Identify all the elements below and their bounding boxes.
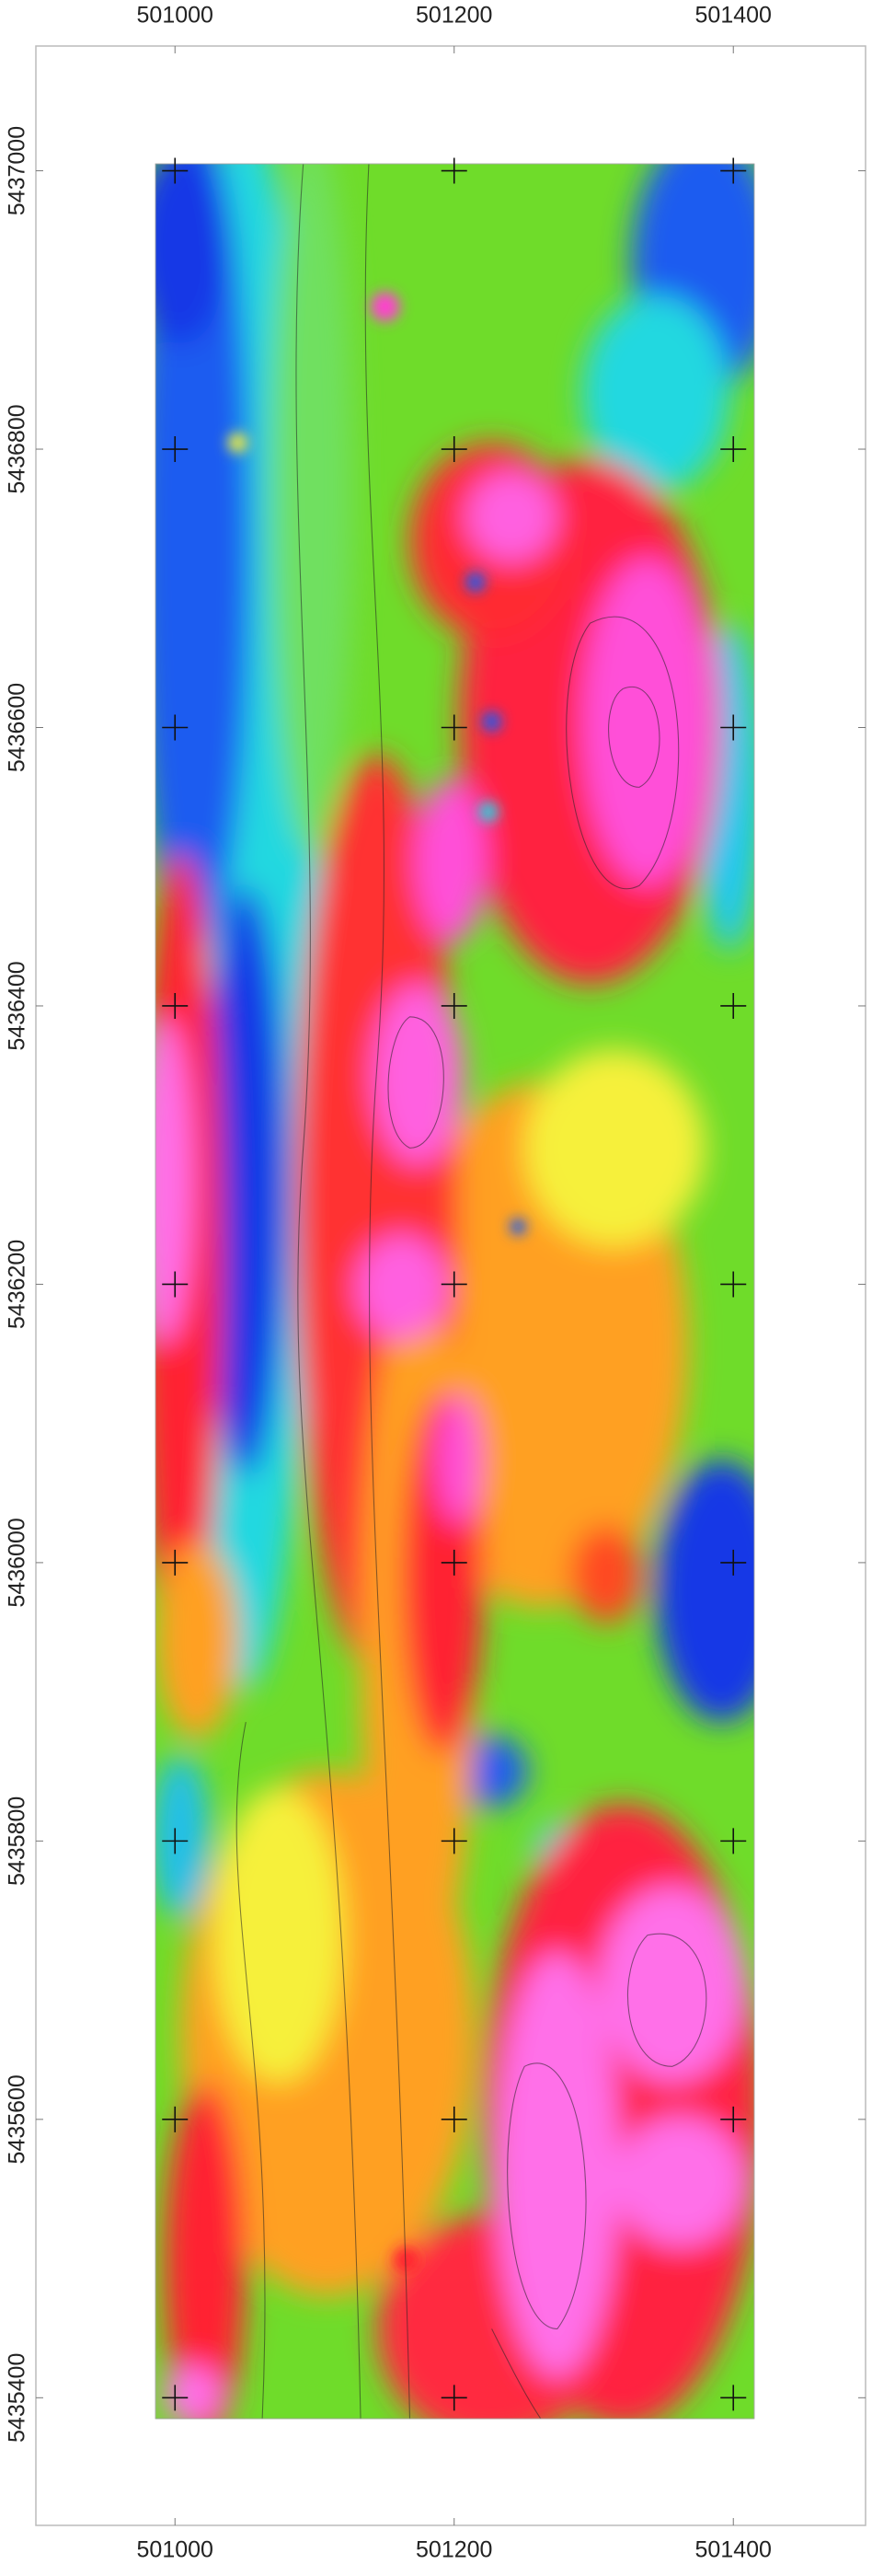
x-tick-label-top: 501200 [416, 3, 492, 29]
map-figure: 501000 501000 501200 501200 501400 501400 5435… [0, 0, 872, 2571]
y-tick-label: 5437000 [5, 126, 30, 215]
y-tick-label: 5435800 [5, 1796, 30, 1886]
y-tick-label: 5435400 [5, 2353, 30, 2443]
y-tick-label: 5436200 [5, 1240, 30, 1329]
y-tick-label: 5435600 [5, 2074, 30, 2164]
x-tick-label-top: 501400 [695, 3, 772, 29]
x-tick-label-bottom: 501400 [695, 2537, 772, 2563]
x-tick-label-bottom: 501200 [416, 2537, 492, 2563]
y-tick-label: 5436600 [5, 683, 30, 772]
y-tick-label: 5436400 [5, 961, 30, 1050]
y-tick-label: 5436000 [5, 1518, 30, 1607]
field [132, 115, 787, 2443]
page: 501000 501000 501200 501200 501400 501400 5435… [0, 0, 872, 2571]
y-tick-label: 5436800 [5, 404, 30, 493]
x-tick-label-top: 501000 [137, 3, 213, 29]
x-tick-label-bottom: 501000 [137, 2537, 213, 2563]
